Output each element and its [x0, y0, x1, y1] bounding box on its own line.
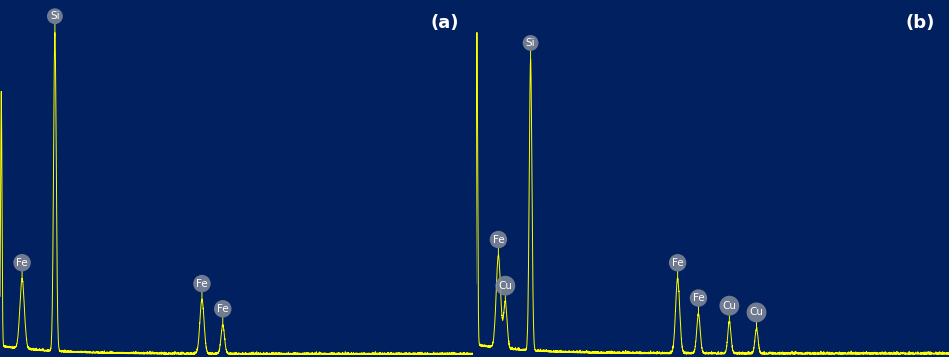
Text: Si: Si	[526, 38, 535, 59]
Text: Fe: Fe	[672, 258, 683, 279]
Text: Cu: Cu	[722, 301, 736, 322]
Text: Fe: Fe	[16, 258, 28, 279]
Text: Fe: Fe	[217, 304, 229, 325]
Text: Si: Si	[50, 11, 60, 32]
Text: Cu: Cu	[750, 307, 764, 329]
Text: (a): (a)	[431, 14, 459, 32]
Text: (b): (b)	[905, 14, 935, 32]
Text: Fe: Fe	[196, 278, 208, 300]
Text: Fe: Fe	[493, 235, 504, 256]
Text: Cu: Cu	[498, 281, 512, 302]
Text: Fe: Fe	[693, 293, 704, 314]
